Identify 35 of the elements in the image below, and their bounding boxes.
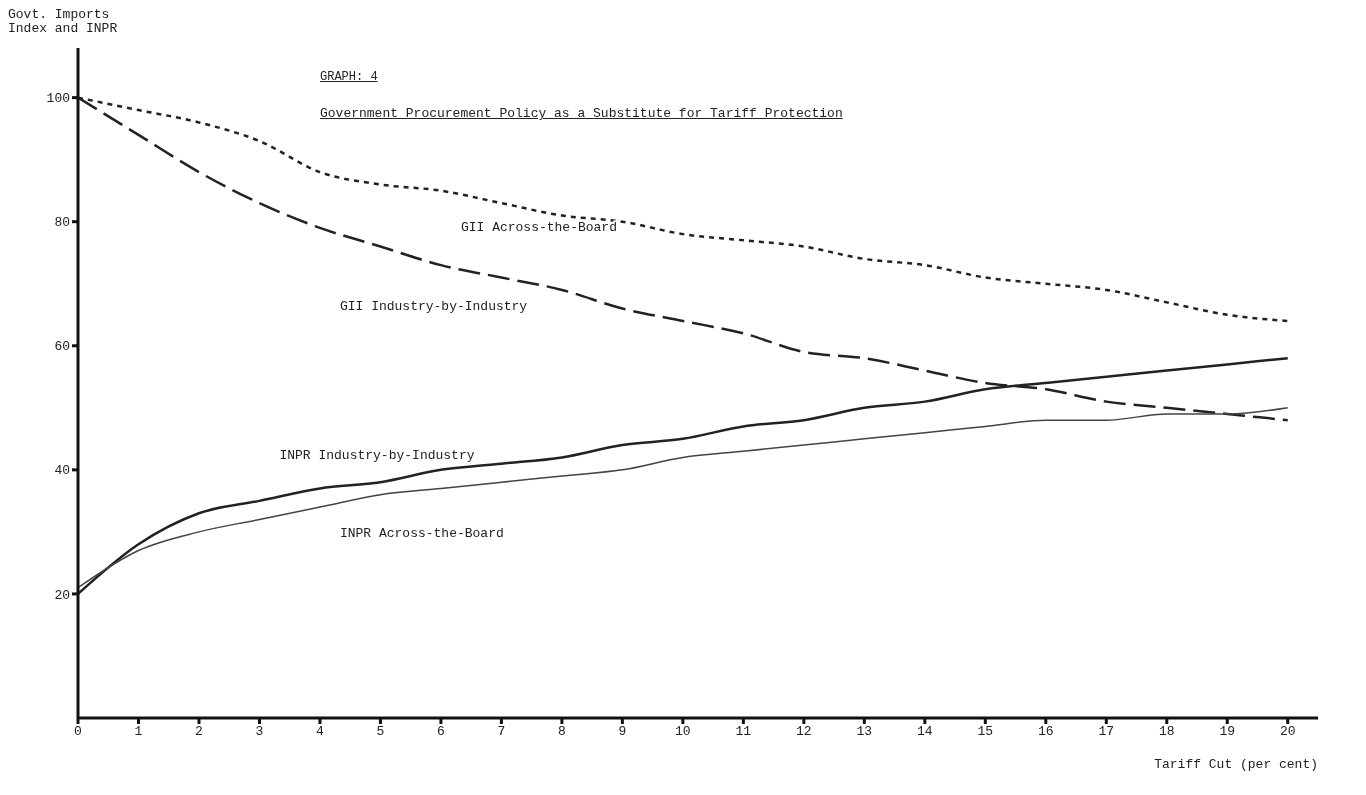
y-axis-title: Govt. Imports Index and INPR	[8, 7, 119, 36]
y-tick-label: 40	[54, 463, 70, 479]
x-tick-label: 14	[917, 724, 933, 740]
x-tick-label: 11	[735, 724, 752, 740]
x-tick-label: 13	[856, 724, 873, 740]
y-tick-label: 80	[54, 215, 70, 231]
x-tick-label: 16	[1038, 724, 1054, 740]
x-tick-label: 7	[497, 724, 506, 740]
line-series	[78, 407, 1289, 589]
x-tick-label: 2	[195, 724, 203, 740]
x-tick-label: 3	[255, 724, 264, 740]
x-tick-label: 8	[558, 724, 566, 740]
series-label: INPR Industry-by-Industry	[279, 447, 475, 463]
x-tick-label: 1	[134, 724, 143, 740]
text: GRAPH: 4	[320, 70, 378, 84]
x-tick-label: 9	[618, 724, 627, 740]
series-label: GII Industry-by-Industry	[339, 298, 528, 314]
x-tick-label: 4	[316, 724, 325, 740]
x-tick-label: 0	[74, 724, 82, 740]
x-tick-label: 12	[796, 724, 812, 740]
x-tick-label: 6	[437, 724, 445, 740]
y-tick-label: 100	[46, 91, 70, 107]
x-tick-label: 19	[1219, 724, 1236, 740]
x-tick-label: 18	[1158, 724, 1175, 740]
x-tick-label: 5	[376, 724, 385, 740]
x-tick-label: 17	[1098, 724, 1115, 740]
y-tick-label: 20	[54, 587, 70, 603]
series-label: INPR Across-the-Board	[339, 526, 504, 542]
x-axis-title: Tariff Cut (per cent)	[1154, 757, 1318, 772]
x-tick-label: 20	[1279, 724, 1296, 740]
x-tick-label: 10	[675, 724, 691, 740]
text: Government Procurement Policy as a Substitute for Tariff Protection	[320, 106, 843, 121]
x-tick-label: 15	[977, 724, 994, 740]
series-label: GII Across-the-Board	[460, 219, 617, 235]
y-tick-label: 60	[54, 339, 70, 355]
